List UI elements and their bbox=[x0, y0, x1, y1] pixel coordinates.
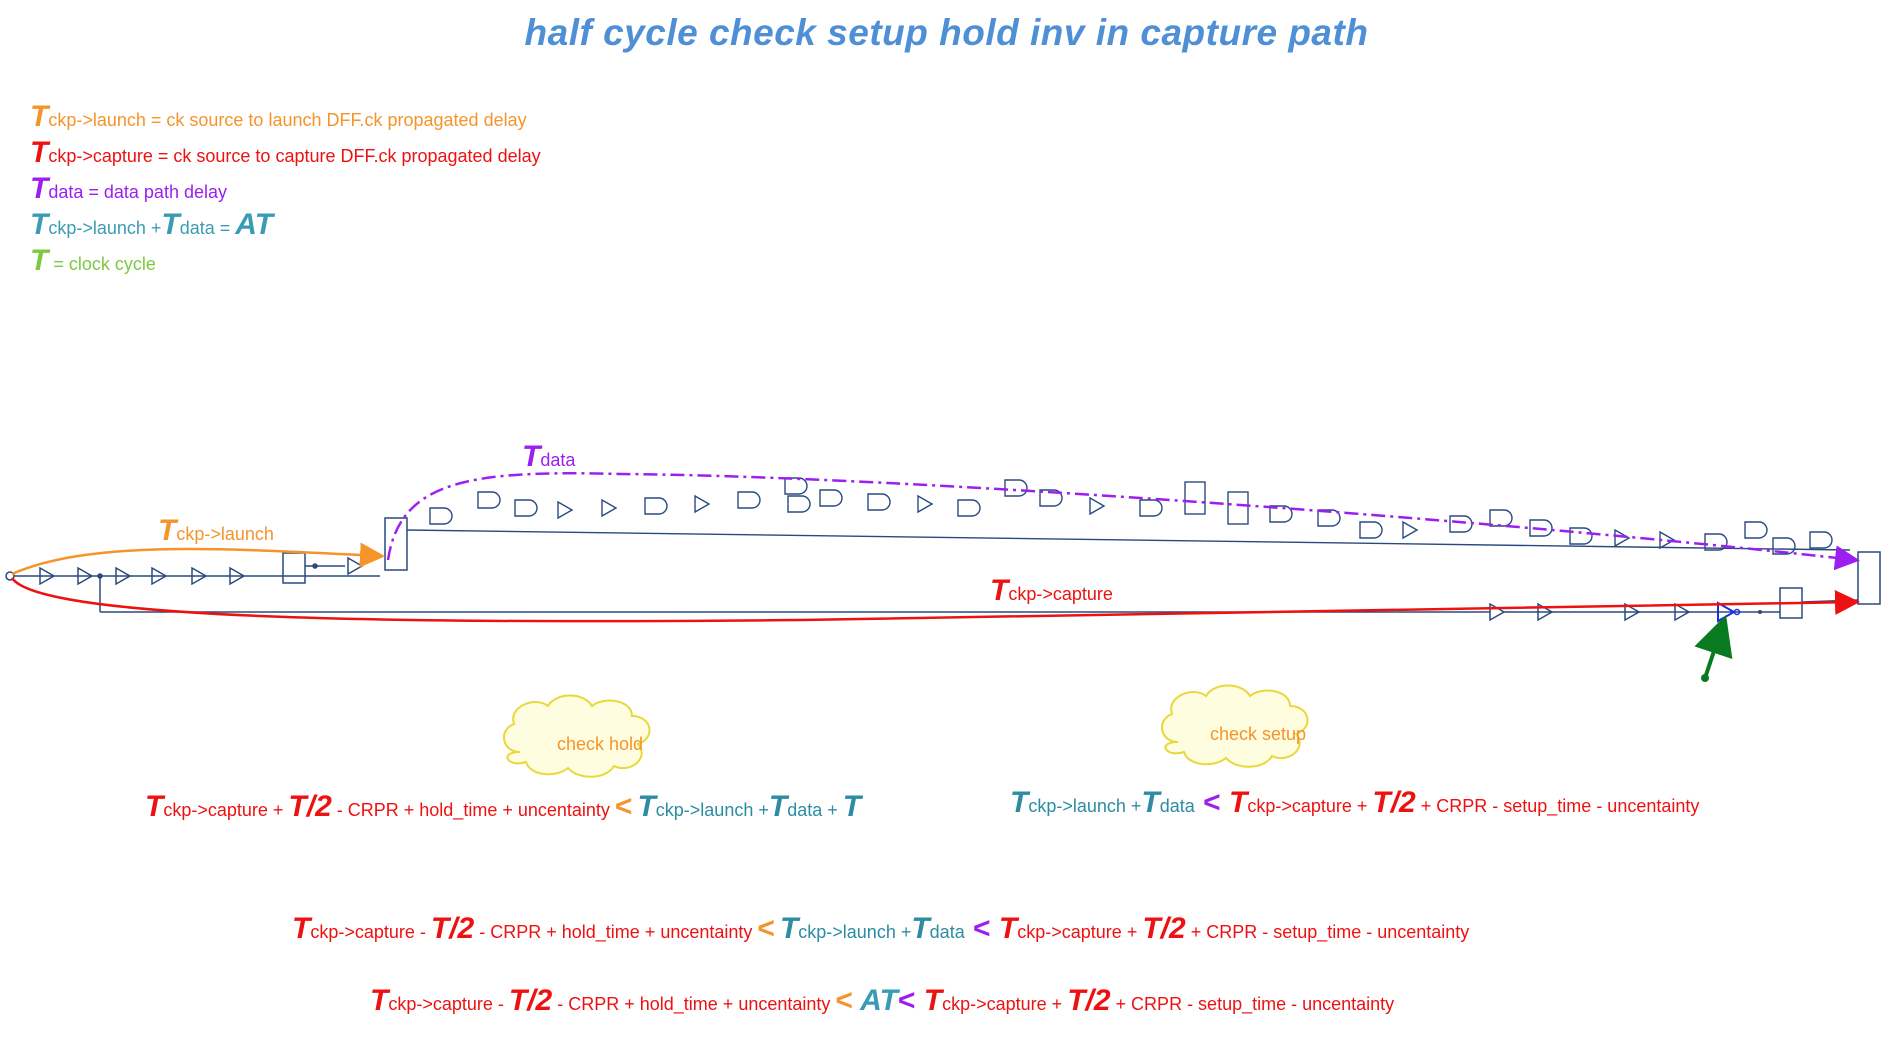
equation-combined: Tckp->capture - T/2 - CRPR + hold_time +… bbox=[292, 912, 1470, 945]
inverter-pointer bbox=[1694, 614, 1733, 682]
svg-text:check setup: check setup bbox=[1210, 724, 1306, 744]
equation-final: Tckp->capture - T/2 - CRPR + hold_time +… bbox=[370, 984, 1395, 1017]
legend-data: Tdata = data path delay bbox=[30, 172, 227, 205]
cloud-check-setup: check setup bbox=[1161, 684, 1309, 768]
page-title: half cycle check setup hold inv in captu… bbox=[524, 12, 1369, 53]
capture-arrow bbox=[10, 577, 1860, 623]
capture-flop bbox=[1857, 551, 1881, 605]
launch-arrow bbox=[11, 542, 385, 576]
legend-cycle: T = clock cycle bbox=[30, 244, 156, 277]
legend-capture: Tckp->capture = ck source to capture DFF… bbox=[30, 136, 541, 169]
data-path-gates bbox=[406, 477, 1851, 555]
launch-label: Tckp->launch bbox=[158, 514, 274, 547]
equation-check-hold: Tckp->capture + T/2 - CRPR + hold_time +… bbox=[145, 790, 862, 823]
svg-text:check hold: check hold bbox=[557, 734, 643, 754]
data-path-arrow bbox=[386, 472, 1860, 571]
data-label: Tdata bbox=[522, 440, 576, 473]
capture-label: Tckp->capture bbox=[990, 574, 1113, 607]
legend-at: Tckp->launch +Tdata = AT bbox=[30, 208, 274, 241]
equation-check-setup: Tckp->launch +Tdata < Tckp->capture + T/… bbox=[1010, 786, 1700, 819]
legend-launch: Tckp->launch = ck source to launch DFF.c… bbox=[30, 100, 527, 133]
capture-clock-buffers bbox=[100, 587, 1859, 622]
cloud-check-hold: check hold bbox=[503, 694, 651, 778]
